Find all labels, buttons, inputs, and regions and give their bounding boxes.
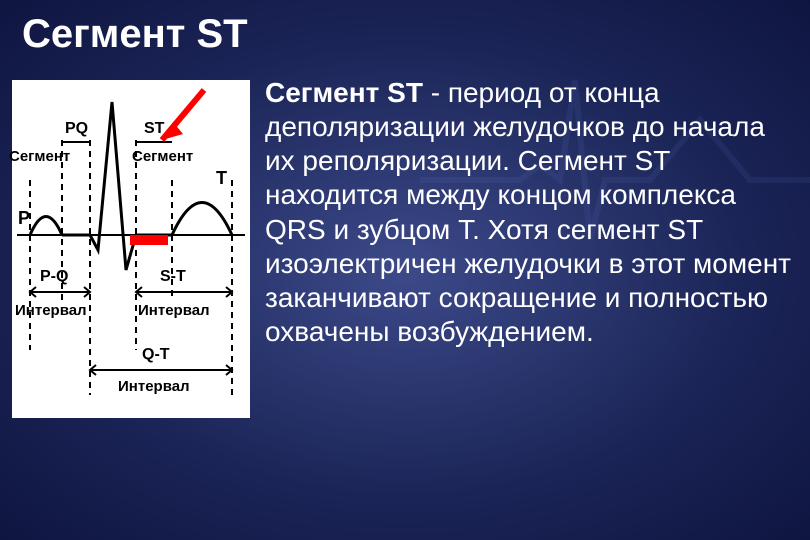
label-segment-right: Сегмент — [132, 148, 193, 165]
label-pq-int: P-Q — [40, 268, 68, 286]
label-interval-left: Интервал — [15, 302, 87, 319]
label-interval-right: Интервал — [138, 302, 210, 319]
slide-title: Сегмент ST — [22, 12, 248, 57]
label-interval-bottom: Интервал — [118, 378, 190, 395]
ecg-diagram: PQ ST Сегмент Сегмент P T P-Q S-T Интерв… — [12, 80, 250, 418]
body-text: Сегмент ST - период от конца деполяризац… — [265, 76, 795, 349]
label-st: ST — [144, 120, 164, 138]
label-qt: Q-T — [142, 346, 170, 364]
label-segment-left: Сегмент — [9, 148, 70, 165]
label-pq: PQ — [65, 120, 88, 138]
body-rest: - период от конца деполяризации желудочк… — [265, 77, 791, 347]
label-p: P — [18, 208, 30, 229]
label-st-int: S-T — [160, 268, 186, 286]
label-t: T — [216, 168, 227, 189]
body-strong: Сегмент ST — [265, 77, 423, 108]
